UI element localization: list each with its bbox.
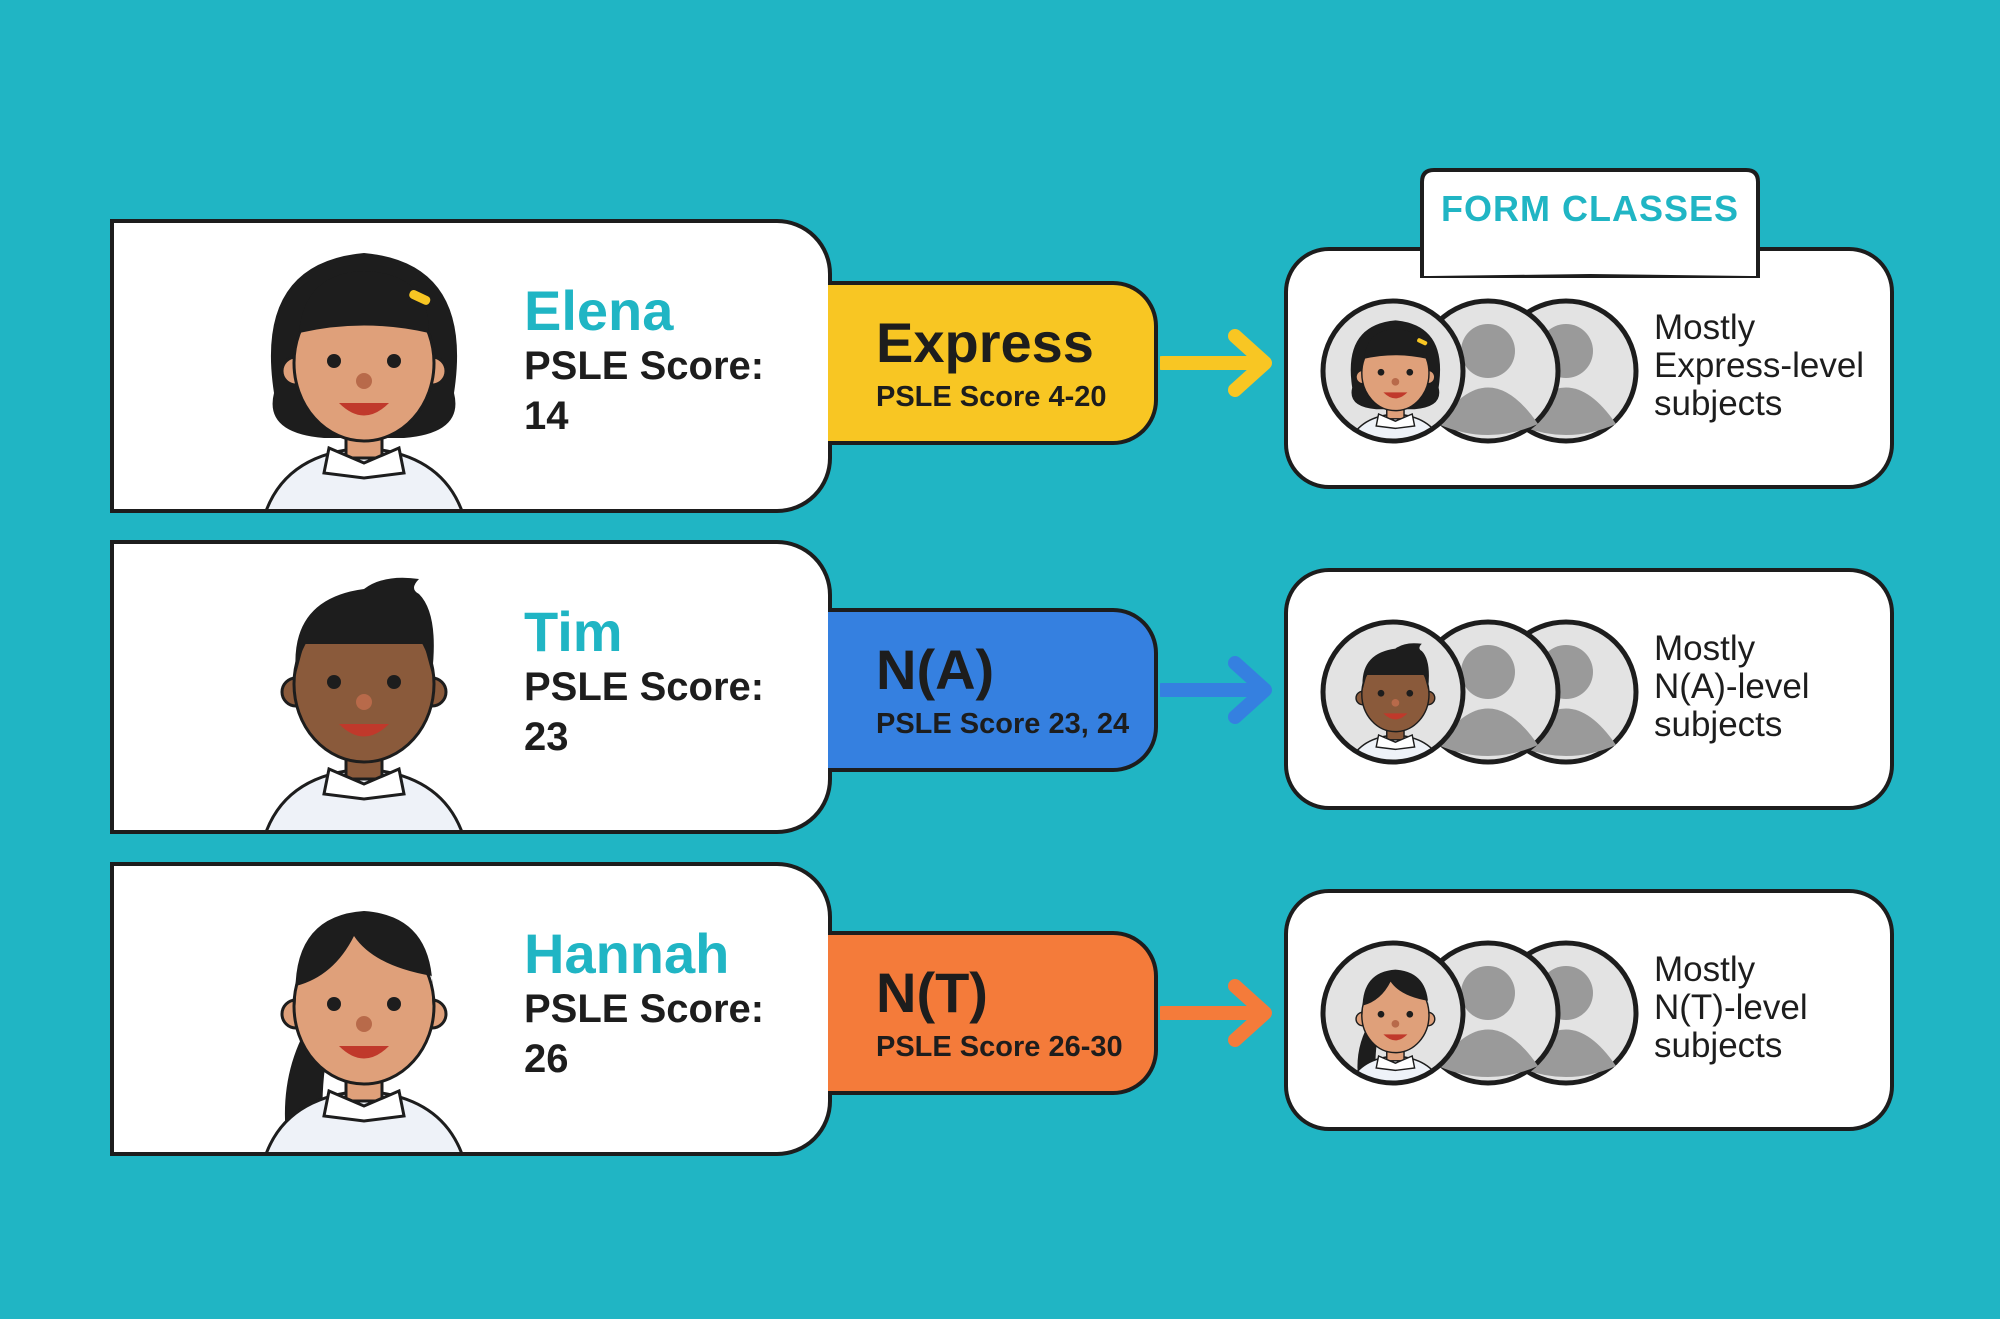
form-class-text-line: subjects bbox=[1654, 384, 1783, 423]
class-group-icons bbox=[1320, 940, 1639, 1086]
stream-name: N(T) bbox=[876, 961, 988, 1024]
form-class-card-1: Mostly N(A)-level subjects bbox=[1284, 568, 1894, 810]
stream-range: PSLE Score 23, 24 bbox=[876, 708, 1130, 740]
stream-box-1: N(A) PSLE Score 23, 24 bbox=[828, 608, 1158, 772]
form-class-text-line: Mostly bbox=[1654, 308, 1756, 347]
student-name: Elena bbox=[524, 279, 674, 342]
score-value: 14 bbox=[524, 394, 569, 438]
form-class-card-0: Mostly Express-level subjects bbox=[1284, 247, 1894, 489]
form-classes-tab: FORM CLASSES bbox=[1420, 168, 1760, 278]
stream-box-2: N(T) PSLE Score 26-30 bbox=[828, 931, 1158, 1095]
score-value: 26 bbox=[524, 1037, 569, 1081]
stream-name: N(A) bbox=[876, 638, 995, 701]
stream-box-0: Express PSLE Score 4-20 bbox=[828, 281, 1158, 445]
form-class-text-line: Mostly bbox=[1654, 629, 1756, 668]
stream-range: PSLE Score 26-30 bbox=[876, 1031, 1123, 1063]
score-value: 23 bbox=[524, 715, 569, 759]
form-classes-callout-shape bbox=[1420, 168, 1760, 278]
form-class-text-line: N(A)-level bbox=[1654, 667, 1810, 706]
student-avatar bbox=[234, 223, 494, 509]
stream-name: Express bbox=[876, 311, 1094, 374]
student-card-tim: Tim PSLE Score: 23 bbox=[110, 540, 832, 834]
score-label: PSLE Score: bbox=[524, 665, 765, 709]
arrow-right-icon bbox=[1155, 328, 1275, 398]
class-group-icons bbox=[1320, 619, 1639, 765]
form-class-text-line: N(T)-level bbox=[1654, 988, 1808, 1027]
stream-range: PSLE Score 4-20 bbox=[876, 381, 1107, 413]
class-group-icons bbox=[1320, 298, 1639, 444]
student-name: Hannah bbox=[524, 922, 730, 985]
score-label: PSLE Score: bbox=[524, 344, 765, 388]
arrow-right-icon bbox=[1155, 978, 1275, 1048]
student-card-hannah: Hannah PSLE Score: 26 bbox=[110, 862, 832, 1156]
form-class-text-line: subjects bbox=[1654, 1026, 1783, 1065]
form-class-text-line: Express-level bbox=[1654, 346, 1865, 385]
student-avatar bbox=[234, 866, 494, 1152]
student-avatar bbox=[234, 544, 494, 830]
form-classes-label: FORM CLASSES bbox=[1440, 188, 1739, 229]
student-card-elena: Elena PSLE Score: 14 bbox=[110, 219, 832, 513]
form-class-card-2: Mostly N(T)-level subjects bbox=[1284, 889, 1894, 1131]
score-label: PSLE Score: bbox=[524, 987, 765, 1031]
form-class-text-line: subjects bbox=[1654, 705, 1783, 744]
arrow-right-icon bbox=[1155, 655, 1275, 725]
form-class-text-line: Mostly bbox=[1654, 950, 1756, 989]
student-name: Tim bbox=[524, 600, 623, 663]
